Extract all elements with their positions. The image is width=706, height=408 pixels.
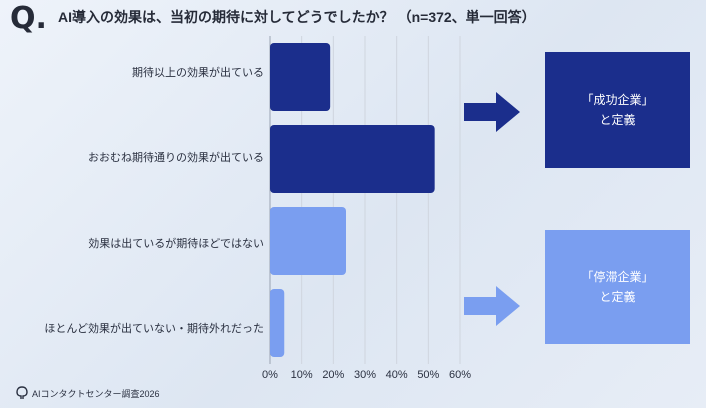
x-tick-label: 10% bbox=[291, 369, 313, 381]
category-label-4: ほとんど効果が出ていない・期待外れだった bbox=[44, 323, 264, 335]
question-title: AI導入の効果は、当初の期待に対してどうでしたか？ （n=372、単一回答） bbox=[58, 8, 536, 26]
bar bbox=[270, 289, 285, 357]
x-tick-label: 60% bbox=[449, 369, 471, 381]
stagnant-definition-text: と定義 bbox=[599, 290, 636, 304]
footer-source: AIコンタクトセンター調査2026 bbox=[16, 386, 160, 400]
x-tick-label: 50% bbox=[417, 369, 439, 381]
bar bbox=[270, 43, 331, 111]
bar bbox=[270, 125, 435, 193]
category-label-3: 効果は出ているが期待ほどではない bbox=[88, 238, 264, 250]
category-label-2: おおむね期待通りの効果が出ている bbox=[88, 152, 264, 164]
question-text: AI導入の効果は、当初の期待に対してどうでしたか？ bbox=[58, 9, 394, 25]
logo-icon bbox=[16, 386, 28, 399]
x-tick-label: 30% bbox=[354, 369, 376, 381]
stagnant-definition-box: 「停滞企業」 と定義 bbox=[545, 230, 690, 344]
x-tick-label: 0% bbox=[262, 369, 278, 381]
x-tick-label: 40% bbox=[386, 369, 408, 381]
success-definition-text: と定義 bbox=[599, 113, 636, 127]
x-tick-label: 20% bbox=[322, 369, 344, 381]
footer-source-text: AIコンタクトセンター調査2026 bbox=[32, 388, 160, 399]
success-definition-box: 「成功企業」 と定義 bbox=[545, 52, 690, 168]
stagnant-definition-title: 「停滞企業」 bbox=[581, 270, 654, 284]
arrow-right-icon bbox=[464, 286, 520, 326]
question-mark: Q. bbox=[10, 1, 47, 36]
success-definition-title: 「成功企業」 bbox=[581, 93, 654, 107]
bar bbox=[270, 207, 346, 275]
category-label-1: 期待以上の効果が出ている bbox=[132, 67, 264, 79]
question-meta: （n=372、単一回答） bbox=[397, 9, 536, 25]
arrow-right-icon bbox=[464, 92, 520, 132]
